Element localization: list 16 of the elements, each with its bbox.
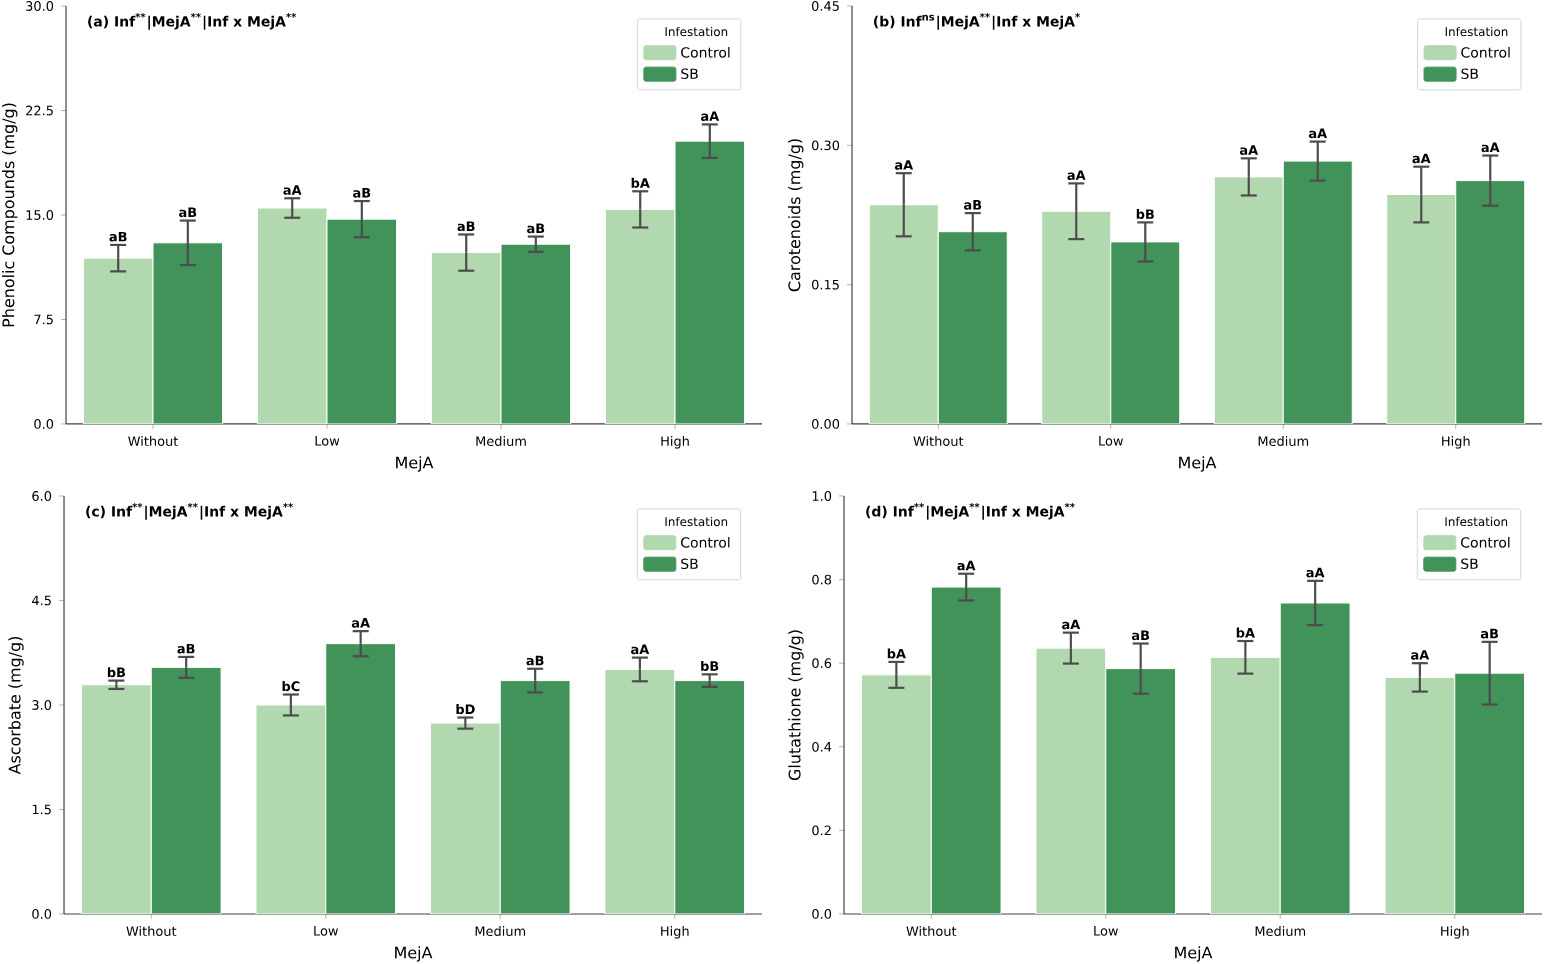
bar	[82, 257, 154, 424]
bar	[868, 204, 939, 424]
bar	[1110, 241, 1181, 424]
bar	[604, 208, 676, 424]
bar	[1455, 180, 1526, 424]
bar	[1213, 176, 1284, 424]
bar	[1035, 647, 1107, 914]
bar	[937, 231, 1008, 424]
bar	[1041, 210, 1112, 424]
bar	[1386, 194, 1457, 424]
bar	[1384, 676, 1456, 914]
bar	[1209, 656, 1281, 914]
bar	[1282, 160, 1353, 424]
bar	[430, 252, 502, 424]
bar	[860, 674, 932, 914]
bar	[256, 207, 328, 424]
